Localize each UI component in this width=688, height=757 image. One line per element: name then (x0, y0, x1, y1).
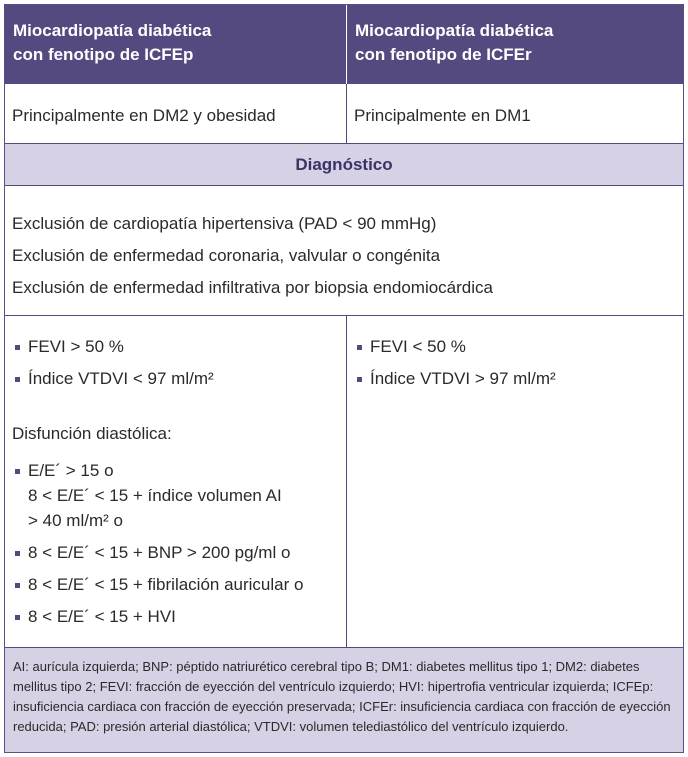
shared-criterion: Exclusión de enfermedad infiltrativa por… (12, 278, 493, 297)
criterion-text: FEVI > 50 % (28, 337, 124, 356)
icfep-criteria-cell: FEVI > 50 % Índice VTDVI < 97 ml/m² Disf… (5, 316, 346, 647)
criterion-text: Índice VTDVI > 97 ml/m² (370, 369, 556, 388)
specific-criteria-row: FEVI > 50 % Índice VTDVI < 97 ml/m² Disf… (5, 316, 683, 648)
bullet-icon (15, 583, 20, 588)
criterion-text: Índice VTDVI < 97 ml/m² (28, 369, 214, 388)
bullet-icon (15, 469, 20, 474)
bullet-icon (357, 345, 362, 350)
header-icfer-line2: con fenotipo de ICFEr (355, 45, 532, 64)
header-icfep-line2: con fenotipo de ICFEp (13, 45, 194, 64)
bullet-icon (15, 551, 20, 556)
criterion-text: 8 < E/E´ < 15 + fibrilación auricular o (28, 575, 304, 594)
diastolic-title: Disfunción diastólica: (12, 424, 172, 443)
criterion-text: E/E´ > 15 o (28, 461, 114, 480)
icfep-criteria-list: FEVI > 50 % Índice VTDVI < 97 ml/m² (12, 334, 346, 391)
population-icfer: Principalmente en DM1 (346, 84, 683, 143)
criterion-text: 8 < E/E´ < 15 + índice volumen AI (28, 486, 282, 505)
bullet-icon (357, 377, 362, 382)
diagnosis-band: Diagnóstico (5, 144, 683, 186)
population-icfep: Principalmente en DM2 y obesidad (12, 106, 276, 125)
list-item: FEVI < 50 % (354, 334, 683, 359)
list-item: 8 < E/E´ < 15 + HVI (12, 604, 346, 629)
icfer-criteria-cell: FEVI < 50 % Índice VTDVI > 97 ml/m² (346, 316, 683, 647)
comparison-table: Miocardiopatía diabética con fenotipo de… (4, 4, 684, 753)
header-icfer-line1: Miocardiopatía diabética (355, 21, 554, 40)
header-icfer: Miocardiopatía diabética con fenotipo de… (346, 5, 683, 84)
criterion-text: 8 < E/E´ < 15 + HVI (28, 607, 176, 626)
shared-criterion: Exclusión de enfermedad coronaria, valvu… (12, 246, 441, 265)
list-item: Índice VTDVI < 97 ml/m² (12, 366, 346, 391)
list-item: 8 < E/E´ < 15 + fibrilación auricular o (12, 572, 346, 597)
list-item: E/E´ > 15 o 8 < E/E´ < 15 + índice volum… (12, 458, 346, 533)
bullet-icon (15, 345, 20, 350)
list-item: FEVI > 50 % (12, 334, 346, 359)
population-row: Principalmente en DM2 y obesidad Princip… (5, 84, 683, 144)
criterion-text: > 40 ml/m² o (28, 511, 123, 530)
criterion-text: FEVI < 50 % (370, 337, 466, 356)
criterion-text: 8 < E/E´ < 15 + BNP > 200 pg/ml o (28, 543, 291, 562)
bullet-icon (15, 377, 20, 382)
bullet-icon (15, 615, 20, 620)
icfer-criteria-list: FEVI < 50 % Índice VTDVI > 97 ml/m² (354, 334, 683, 391)
shared-criterion: Exclusión de cardiopatía hipertensiva (P… (12, 214, 437, 233)
table-footnote: AI: aurícula izquierda; BNP: péptido nat… (5, 648, 683, 752)
shared-criteria-row: Exclusión de cardiopatía hipertensiva (P… (5, 186, 683, 316)
header-icfep: Miocardiopatía diabética con fenotipo de… (5, 5, 346, 84)
table-header-row: Miocardiopatía diabética con fenotipo de… (5, 5, 683, 84)
list-item: Índice VTDVI > 97 ml/m² (354, 366, 683, 391)
list-item: 8 < E/E´ < 15 + BNP > 200 pg/ml o (12, 540, 346, 565)
header-icfep-line1: Miocardiopatía diabética (13, 21, 212, 40)
diastolic-criteria-list: E/E´ > 15 o 8 < E/E´ < 15 + índice volum… (12, 458, 346, 629)
